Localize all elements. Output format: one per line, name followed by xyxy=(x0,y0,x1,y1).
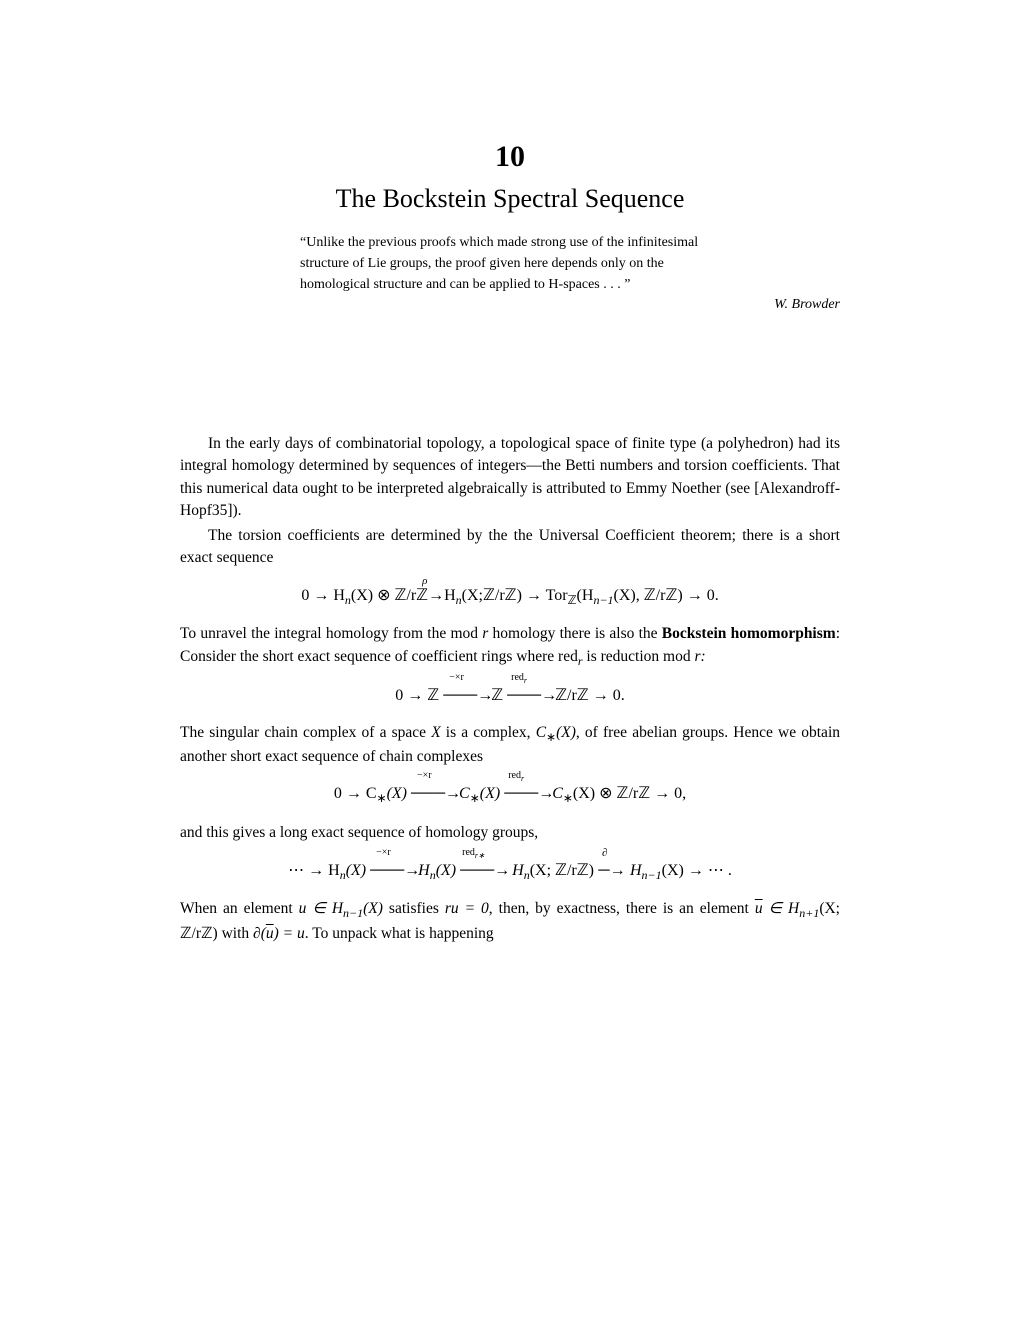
math-inline: red xyxy=(558,648,578,665)
math-label: −×r xyxy=(417,769,432,784)
math-text: 0 → C xyxy=(334,785,377,802)
page: 10 The Bockstein Spectral Sequence “Unli… xyxy=(0,0,1020,1320)
paragraph: and this gives a long exact sequence of … xyxy=(180,822,840,844)
math-text: (X) ⊗ ℤ/rℤ xyxy=(351,587,428,604)
math-label: ∂ xyxy=(602,846,607,862)
math-text: (X) xyxy=(480,785,504,802)
math-sub: n−1 xyxy=(593,593,613,607)
paragraph: To unravel the integral homology from th… xyxy=(180,623,840,670)
math-label: red xyxy=(462,847,475,858)
math-inline: r: xyxy=(694,648,705,665)
math-sub: n−1 xyxy=(642,868,662,882)
paragraph: In the early days of combinatorial topol… xyxy=(180,433,840,523)
text-run: homology there is also the xyxy=(488,625,662,642)
math-sub: n−1 xyxy=(343,906,363,920)
math-inline: ∂( xyxy=(253,925,266,942)
math-sub: ∗ xyxy=(563,792,573,806)
text-run: The singular chain complex of a space xyxy=(180,724,431,741)
body-text: In the early days of combinatorial topol… xyxy=(180,433,840,945)
math-text: H xyxy=(626,862,642,879)
math-text: H xyxy=(508,862,524,879)
equation: ⋯ → Hn(X) ───→−×r Hn(X) ───→redr∗ Hn(X; … xyxy=(180,859,840,885)
math-inline: ) = u xyxy=(274,925,305,942)
math-label: −×r xyxy=(449,671,464,686)
math-text: (X) xyxy=(346,862,370,879)
math-sub: r∗ xyxy=(475,851,485,860)
math-label: red xyxy=(511,672,524,683)
math-label: −×r xyxy=(376,846,391,861)
math-text: (H xyxy=(577,587,594,604)
math-text: (X) xyxy=(436,862,460,879)
math-inline: u xyxy=(266,925,274,942)
math-label: red xyxy=(508,770,521,781)
chapter-title: The Bockstein Spectral Sequence xyxy=(180,184,840,214)
epigraph-attribution: W. Browder xyxy=(180,297,840,313)
math-inline: C xyxy=(536,724,546,741)
math-text: (X), ℤ/rℤ) → 0. xyxy=(614,587,719,604)
math-text: (X) xyxy=(387,785,411,802)
text-run: satisfies xyxy=(383,900,445,917)
math-sub: r xyxy=(521,774,524,783)
text-run: , then, by exactness, there is an elemen… xyxy=(489,900,755,917)
math-sub: ∗ xyxy=(546,730,556,744)
math-label: ρ xyxy=(422,574,427,590)
math-inline: ru = 0 xyxy=(445,900,489,917)
paragraph: The torsion coefficients are determined … xyxy=(180,525,840,570)
text-run: . To unpack what is happening xyxy=(305,925,494,942)
math-text: 0 → H xyxy=(301,587,345,604)
math-inline: (X) xyxy=(363,900,383,917)
equation: 0 → Hn(X) ⊗ ℤ/rℤ→ρHn(X;ℤ/rℤ) → Torℤ(Hn−1… xyxy=(180,584,840,610)
text-run: is a complex, xyxy=(441,724,536,741)
math-sub: n+1 xyxy=(799,906,819,920)
chapter-number: 10 xyxy=(180,140,840,174)
text-run: When an element xyxy=(180,900,299,917)
math-inline: ∈ H xyxy=(763,900,800,917)
math-text: (X;ℤ/rℤ) → Tor xyxy=(462,587,568,604)
text-run: is reduction mod xyxy=(583,648,695,665)
epigraph-quote: “Unlike the previous proofs which made s… xyxy=(300,232,720,295)
math-sub: ∗ xyxy=(377,792,387,806)
math-text: ℤ/rℤ → 0. xyxy=(551,687,625,704)
math-text: ⋯ → H xyxy=(288,862,340,879)
math-sub: ℤ xyxy=(568,593,577,607)
paragraph: The singular chain complex of a space X … xyxy=(180,722,840,769)
paragraph: When an element u ∈ Hn−1(X) satisfies ru… xyxy=(180,898,840,945)
math-text: (X; ℤ/rℤ) xyxy=(530,862,598,879)
math-text: H xyxy=(444,587,456,604)
math-inline: u ∈ H xyxy=(299,900,343,917)
math-inline: u xyxy=(755,900,763,917)
text-run: with xyxy=(218,925,253,942)
math-sub: r xyxy=(524,676,527,685)
math-inline: (X) xyxy=(556,724,576,741)
math-text: 0 → ℤ xyxy=(395,687,443,704)
term: Bockstein homomorphism xyxy=(662,625,836,642)
math-sub: ∗ xyxy=(470,792,480,806)
equation: 0 → C∗(X) ───→−×r C∗(X) ───→redr C∗(X) ⊗… xyxy=(180,782,840,808)
text-run: To unravel the integral homology from th… xyxy=(180,625,482,642)
math-text: (X) ⊗ ℤ/rℤ → 0, xyxy=(573,785,686,802)
equation: 0 → ℤ ───→−×r ℤ ───→redr ℤ/rℤ → 0. xyxy=(180,684,840,707)
math-text: (X) → ⋯ . xyxy=(662,862,732,879)
math-inline: X xyxy=(431,724,440,741)
